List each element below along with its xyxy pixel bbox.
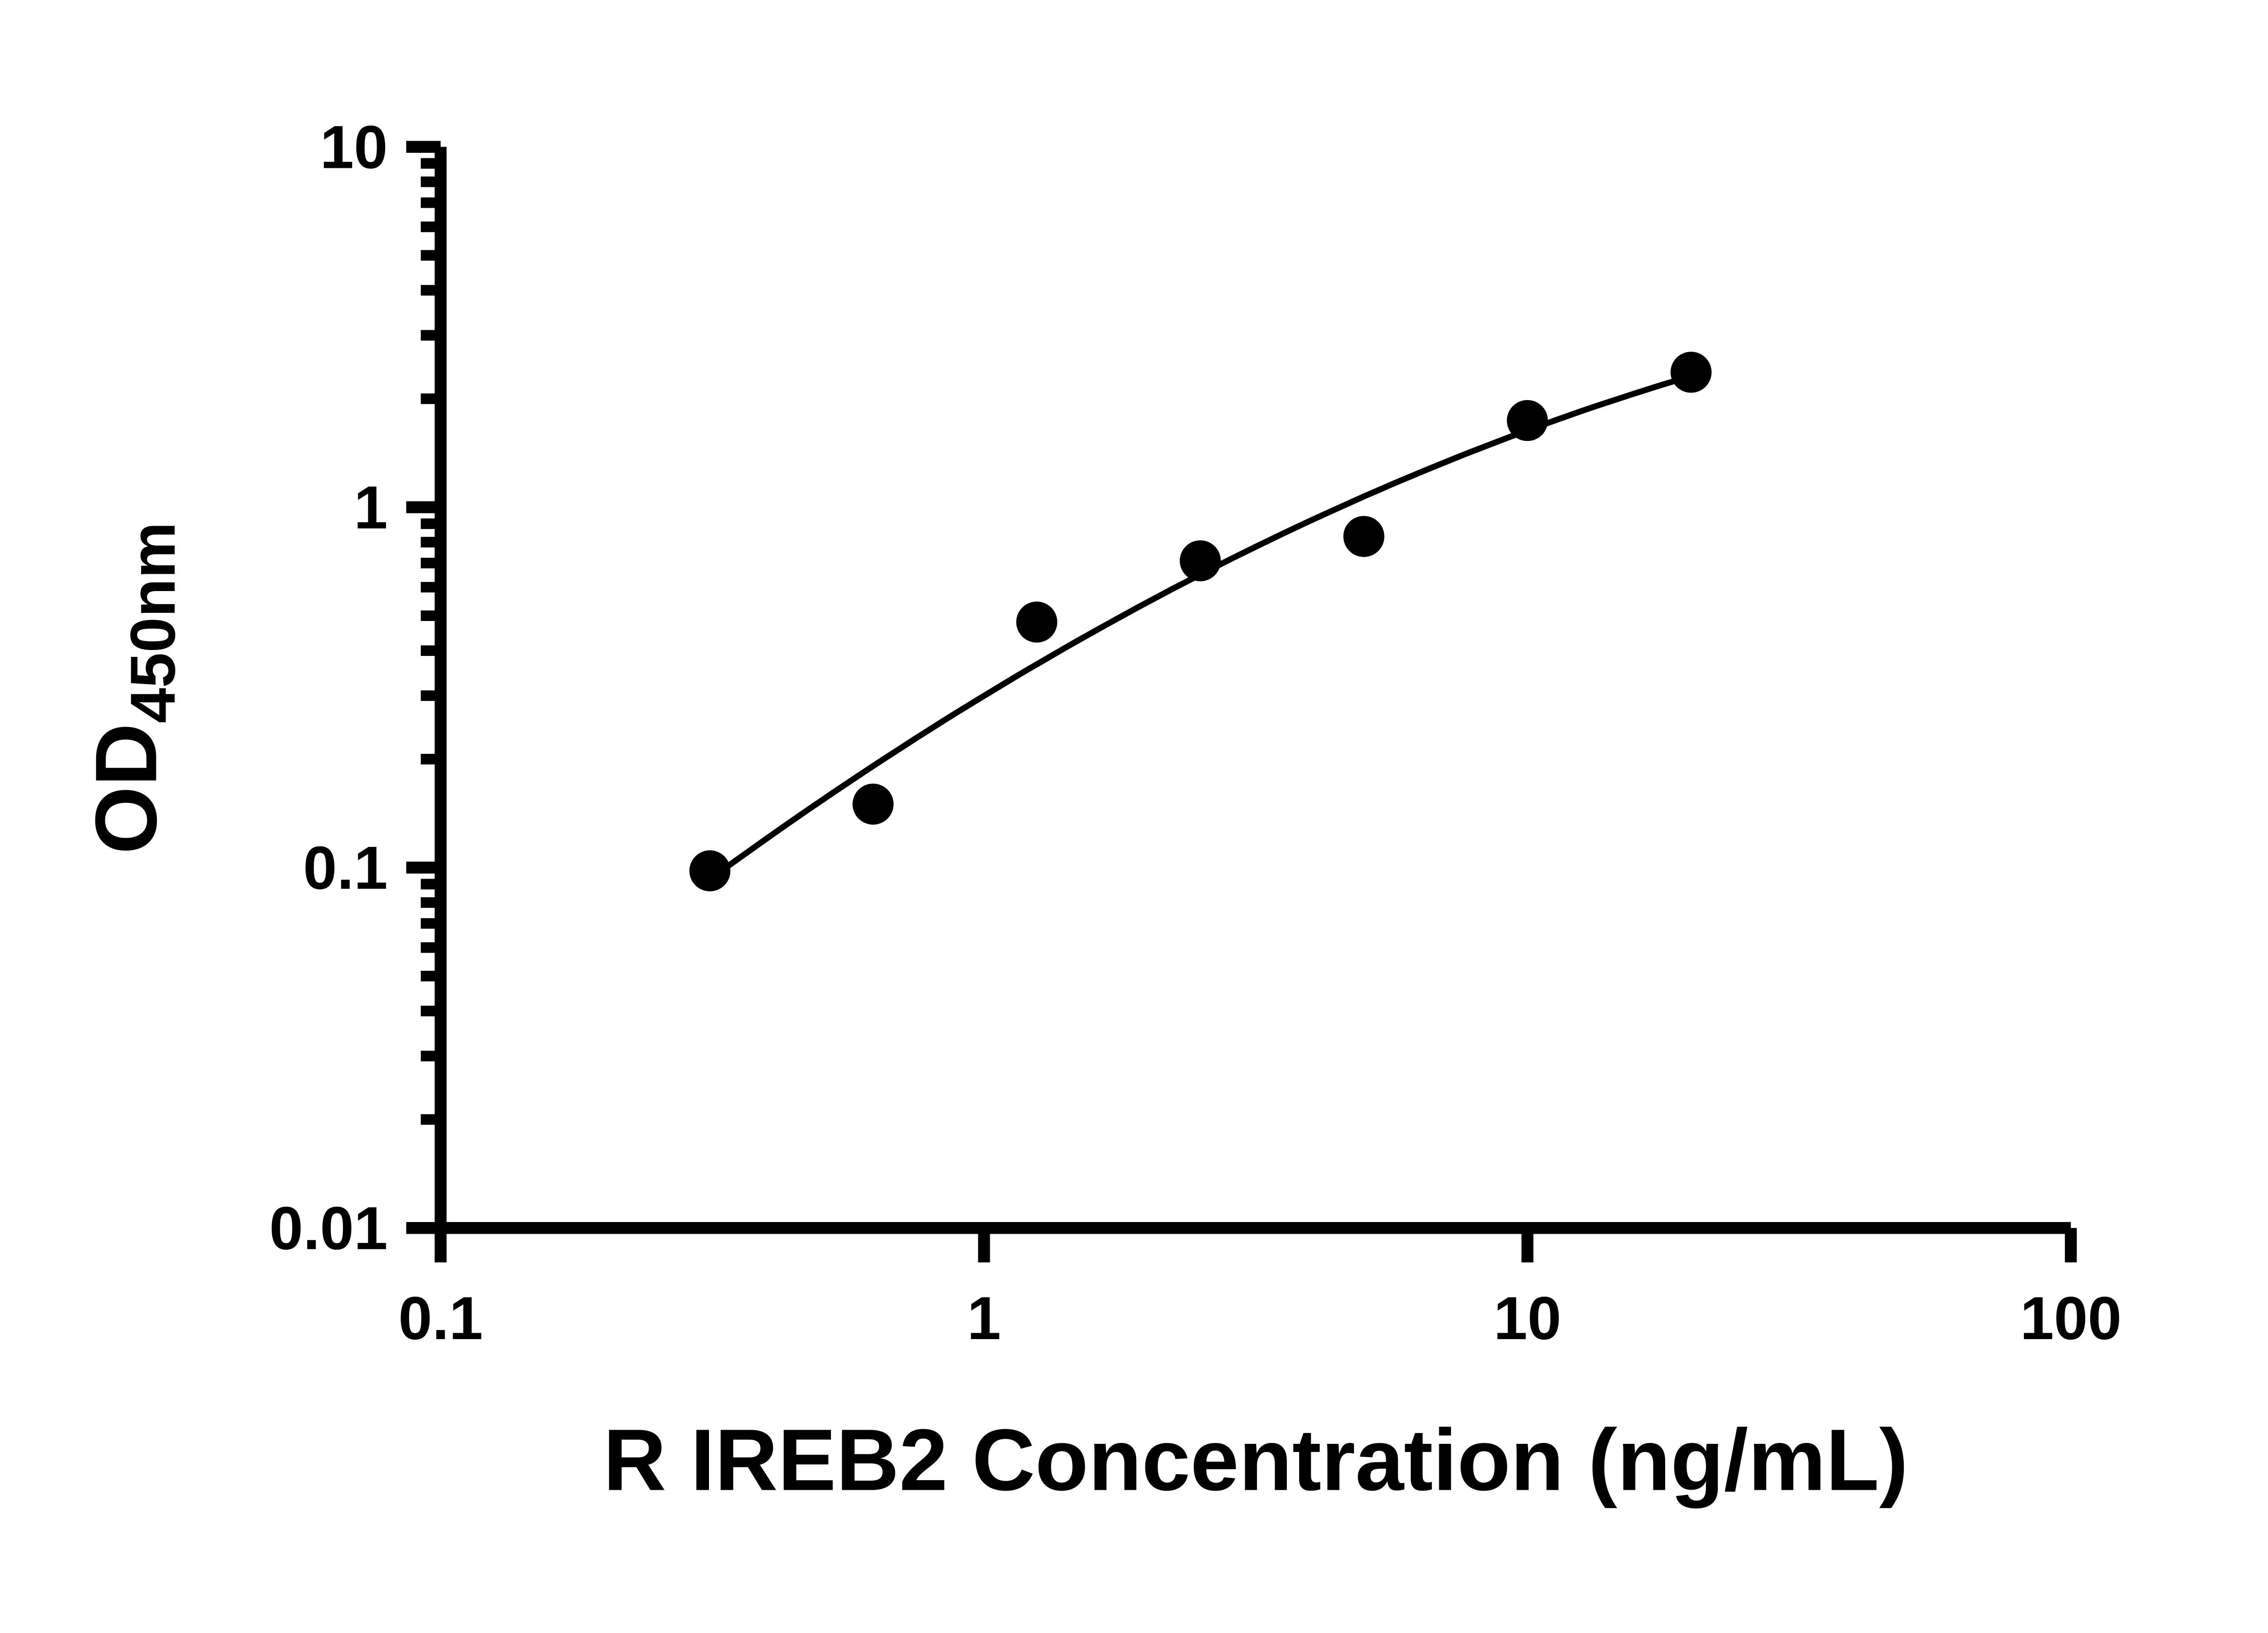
figure: 0.01 0.1 1 10 0.1 1 10 100 R IREB2 Concentratio… — [77, 113, 2122, 1509]
x-tick-label: 0.1 — [398, 1285, 483, 1352]
x-tick-label: 1 — [967, 1285, 1001, 1352]
data-points-layer — [689, 352, 1712, 891]
y-axis-title-sub: 450nm — [117, 522, 188, 724]
x-axis-title: R IREB2 Concentration (ng/mL) — [603, 1411, 1908, 1509]
y-tick-label: 0.1 — [303, 834, 388, 902]
data-point — [1670, 352, 1712, 393]
data-point — [1016, 601, 1057, 643]
y-tick-label: 1 — [354, 474, 388, 542]
data-point — [1507, 400, 1548, 441]
x-tick-label: 100 — [2020, 1285, 2121, 1352]
data-point — [1343, 516, 1384, 557]
y-tick-label: 10 — [320, 113, 387, 181]
y-axis-title: OD450nm — [77, 522, 188, 854]
x-tick-label: 10 — [1494, 1285, 1561, 1352]
y-tick-label: 0.01 — [269, 1195, 388, 1262]
data-point — [852, 783, 894, 825]
y-axis-title-main: OD — [77, 723, 175, 854]
data-point — [689, 850, 731, 891]
data-point — [1179, 540, 1221, 582]
